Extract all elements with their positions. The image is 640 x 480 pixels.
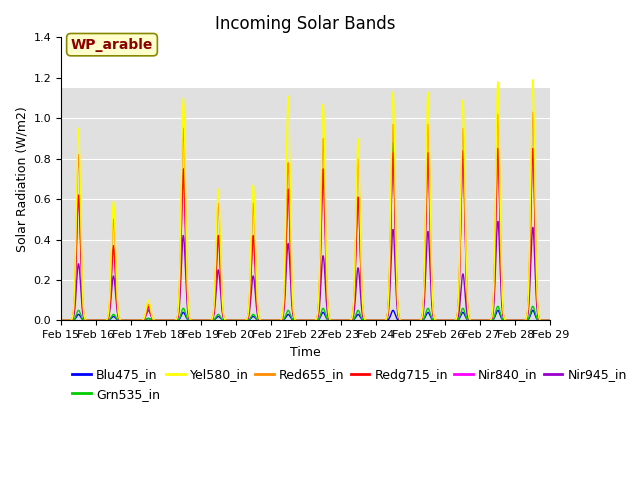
Blu475_in [460,310,468,316]
Grn535_in [443,318,451,324]
Yel580_in [543,318,551,324]
Nir945_in [494,218,502,224]
Red655_in [239,318,247,324]
Line: Nir840_in: Nir840_in [61,151,550,321]
Line: Red655_in: Red655_in [61,112,550,321]
Nir840_in [353,208,361,214]
Nir840_in [57,318,65,324]
Red655_in [543,318,551,324]
Red655_in [460,140,468,146]
Yel580_in [443,318,451,324]
Blu475_in [443,318,451,324]
Grn535_in [460,307,468,312]
Grn535_in [547,318,554,324]
Blu475_in [353,312,361,318]
Red655_in [443,318,451,324]
Redg715_in [460,161,468,167]
Nir840_in [443,318,451,324]
Blu475_in [543,318,551,324]
Redg715_in [239,318,247,324]
Nir945_in [443,318,451,324]
Yel580_in [57,318,65,324]
Nir840_in [127,318,135,324]
Blu475_in [278,317,285,323]
Grn535_in [543,318,551,324]
Nir840_in [278,316,285,322]
Grn535_in [57,318,65,324]
Red655_in [353,171,361,177]
Yel580_in [353,153,361,159]
Grn535_in [127,318,135,324]
Yel580_in [278,315,285,321]
Blu475_in [127,318,135,324]
Red655_in [57,318,65,324]
Nir945_in [353,270,361,276]
Nir945_in [543,318,551,324]
Red655_in [127,318,135,324]
Nir945_in [460,275,468,280]
Yel580_in [529,77,536,83]
Line: Nir945_in: Nir945_in [61,221,550,321]
Nir840_in [460,168,468,174]
Grn535_in [389,140,397,145]
Redg715_in [353,206,361,212]
Yel580_in [127,318,135,324]
Title: Incoming Solar Bands: Incoming Solar Bands [216,15,396,33]
Nir840_in [239,318,247,324]
Line: Yel580_in: Yel580_in [61,80,550,321]
Yel580_in [547,318,554,324]
Nir945_in [547,318,554,324]
Grn535_in [353,309,361,314]
Line: Blu475_in: Blu475_in [61,311,550,321]
Red655_in [529,109,536,115]
Nir945_in [239,318,247,324]
Line: Grn535_in: Grn535_in [61,143,550,321]
Nir840_in [543,318,551,324]
Red655_in [547,318,554,324]
Nir945_in [57,318,65,324]
Redg715_in [547,318,554,324]
Redg715_in [127,318,135,324]
Nir840_in [529,148,536,154]
Text: WP_arable: WP_arable [71,37,153,52]
Y-axis label: Solar Radiation (W/m2): Solar Radiation (W/m2) [15,106,28,252]
Legend: Blu475_in, Grn535_in, Yel580_in, Red655_in, Redg715_in, Nir840_in, Nir945_in: Blu475_in, Grn535_in, Yel580_in, Red655_… [67,363,632,406]
Nir840_in [547,318,554,324]
Redg715_in [543,318,551,324]
Grn535_in [239,318,247,324]
Blu475_in [239,318,247,324]
Redg715_in [443,318,451,324]
Blu475_in [547,318,554,324]
Redg715_in [529,145,536,151]
Blu475_in [529,308,536,313]
Nir945_in [127,318,135,324]
Yel580_in [239,318,247,324]
Nir945_in [278,317,285,323]
Redg715_in [57,318,65,324]
Grn535_in [278,317,285,323]
Redg715_in [278,316,285,322]
Line: Redg715_in: Redg715_in [61,148,550,321]
X-axis label: Time: Time [291,346,321,359]
Bar [61,88,550,321]
Blu475_in [57,318,65,324]
Yel580_in [460,114,468,120]
Red655_in [278,316,285,322]
